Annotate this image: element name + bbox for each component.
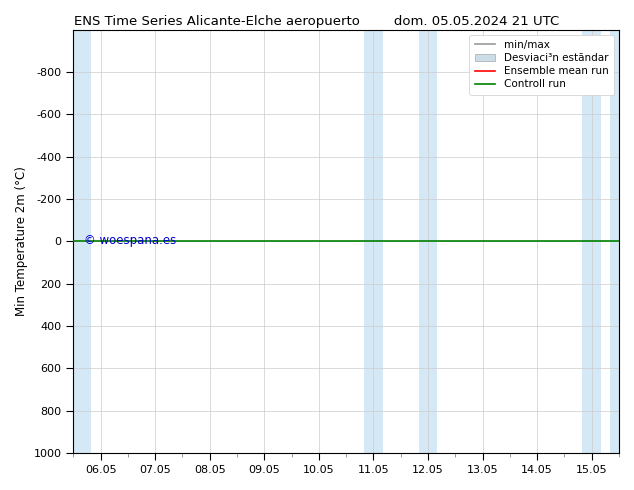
Bar bbox=[418, 30, 437, 453]
Text: ENS Time Series Alicante-Elche aeropuerto        dom. 05.05.2024 21 UTC: ENS Time Series Alicante-Elche aeropuert… bbox=[74, 15, 560, 28]
Text: © woespana.es: © woespana.es bbox=[84, 234, 176, 246]
Legend: min/max, Desviaci³n estãndar, Ensemble mean run, Controll run: min/max, Desviaci³n estãndar, Ensemble m… bbox=[469, 35, 614, 95]
Bar bbox=[74, 30, 91, 453]
Bar bbox=[364, 30, 383, 453]
Y-axis label: Min Temperature 2m (°C): Min Temperature 2m (°C) bbox=[15, 167, 28, 317]
Bar bbox=[583, 30, 601, 453]
Bar bbox=[610, 30, 619, 453]
